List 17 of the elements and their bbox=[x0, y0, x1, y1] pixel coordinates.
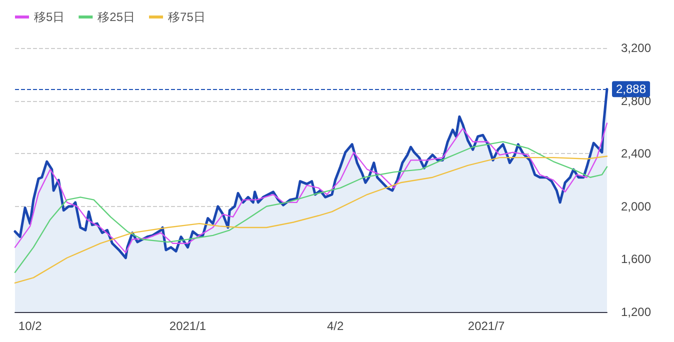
legend-label: 移25日 bbox=[98, 10, 136, 24]
y-tick-label: 2,400 bbox=[621, 146, 652, 161]
y-tick-label: 2,800 bbox=[621, 94, 652, 108]
x-tick-label: 10/2 bbox=[18, 319, 42, 333]
line-series bbox=[14, 141, 608, 273]
y-tick-label: 1,200 bbox=[621, 305, 652, 319]
y-tick-label: 3,200 bbox=[621, 41, 652, 55]
ref-line-label: 2,888 bbox=[616, 82, 646, 96]
legend-label: 移5日 bbox=[34, 10, 65, 24]
x-tick-label: 2021/1 bbox=[169, 319, 206, 333]
x-tick-label: 4/2 bbox=[326, 319, 344, 333]
line-series bbox=[14, 122, 608, 254]
y-tick-label: 2,000 bbox=[621, 199, 652, 214]
line-series bbox=[14, 156, 608, 284]
x-tick-label: 2021/7 bbox=[468, 319, 505, 333]
legend-label: 移75日 bbox=[168, 10, 206, 24]
y-tick-label: 1,600 bbox=[621, 252, 652, 266]
